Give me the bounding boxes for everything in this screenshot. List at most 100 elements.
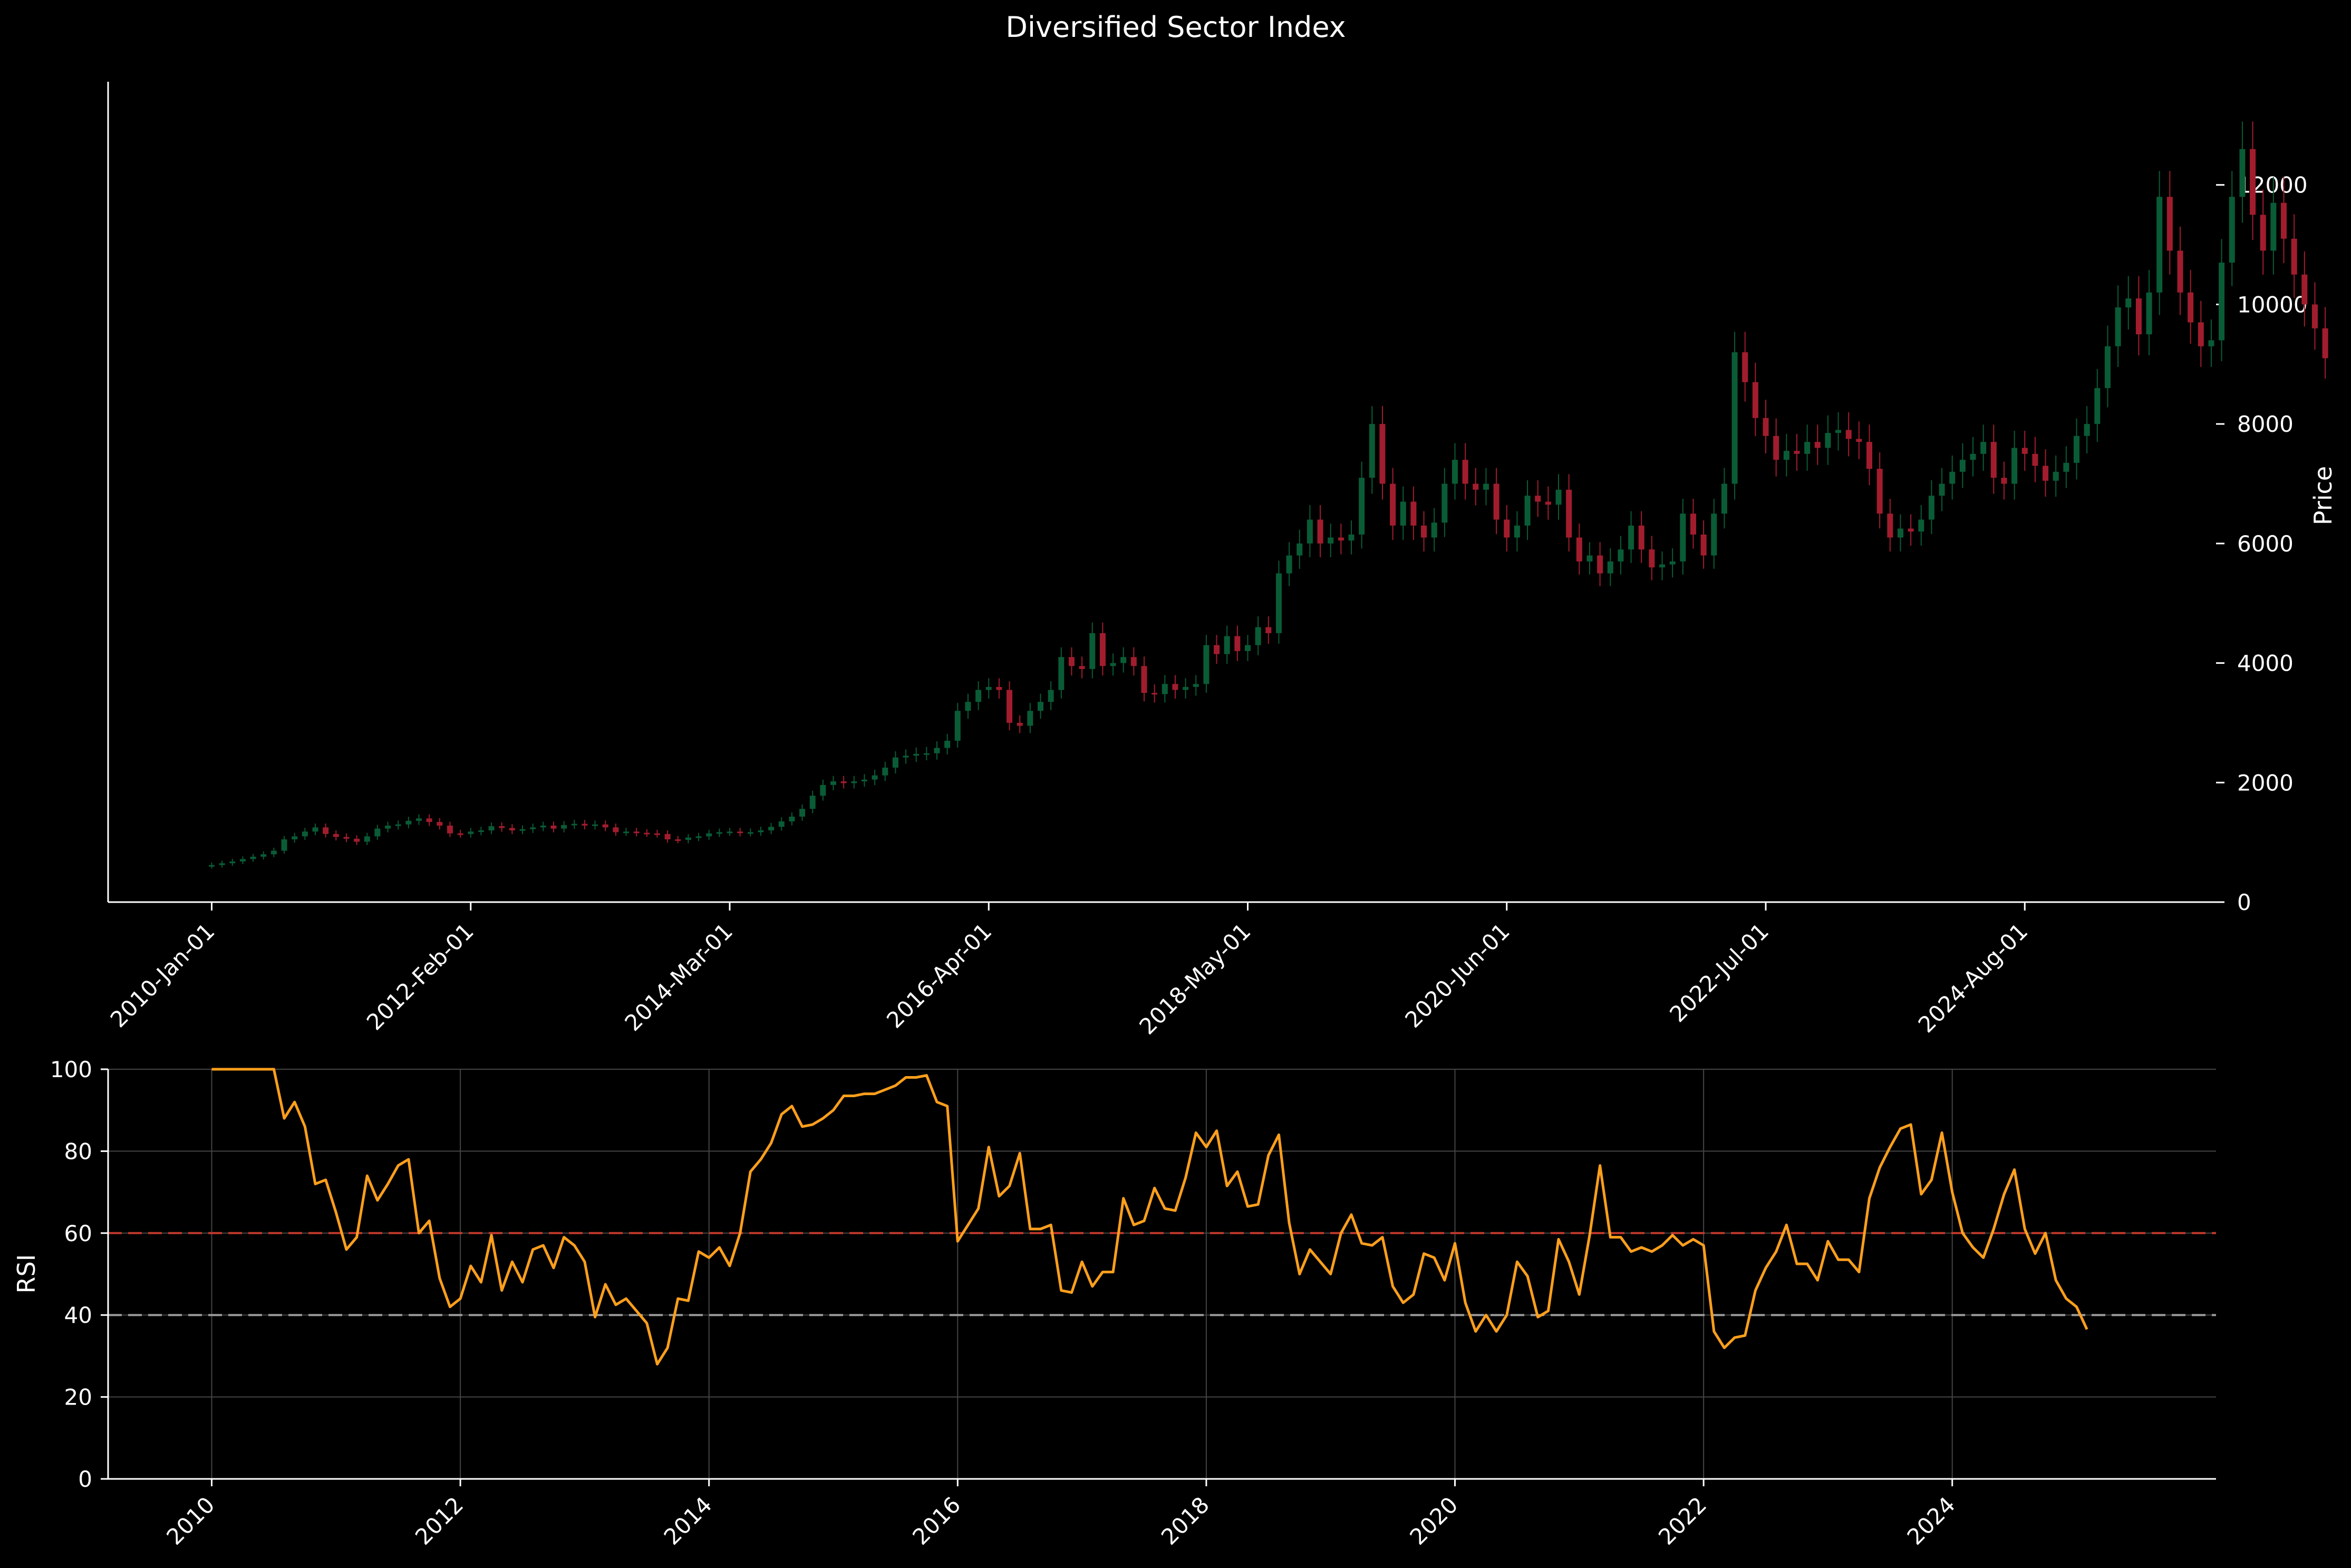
candle-body: [1597, 555, 1603, 574]
candle-body: [426, 818, 432, 822]
candle-body: [1659, 564, 1666, 568]
candle: [996, 678, 1002, 699]
candle: [1483, 468, 1489, 506]
candle: [1649, 536, 1655, 580]
candle: [778, 817, 785, 831]
candle-body: [1897, 528, 1903, 538]
candle: [2053, 455, 2059, 497]
candle: [1172, 675, 1178, 699]
candle-body: [695, 836, 702, 838]
candle-body: [2291, 238, 2297, 275]
candle-body: [1804, 442, 1811, 454]
candle-body: [1555, 489, 1562, 505]
candle: [354, 835, 360, 845]
candle: [1814, 424, 1821, 465]
candle-body: [923, 753, 930, 755]
candle: [2001, 461, 2007, 500]
candle-body: [1773, 435, 1779, 460]
candle-body: [2125, 298, 2132, 308]
candle: [1970, 437, 1976, 477]
candle-body: [405, 820, 412, 825]
candle: [706, 829, 712, 840]
candle-body: [2270, 202, 2277, 251]
candle-body: [1110, 663, 1116, 666]
candle: [861, 774, 867, 787]
rsi-series-line: [211, 1068, 2088, 1366]
candle-body: [1348, 534, 1355, 541]
candle: [727, 828, 733, 836]
candle-body: [1939, 483, 1945, 496]
candle: [1638, 511, 1644, 563]
candle-body: [861, 779, 867, 782]
candle: [2043, 449, 2049, 497]
candle: [954, 703, 961, 748]
candle: [903, 749, 909, 764]
candle-body: [561, 825, 567, 829]
candle-body: [1814, 442, 1821, 448]
chart-title: Diversified Sector Index: [1005, 11, 1346, 44]
candle-body: [1369, 424, 1375, 478]
price-y-tick-label: 0: [2237, 889, 2251, 915]
candle: [1752, 363, 1758, 437]
candle: [1369, 406, 1375, 494]
candle-body: [758, 830, 764, 833]
candle-body: [1027, 711, 1033, 726]
candle-body: [1452, 460, 1458, 484]
candle: [270, 847, 277, 857]
candle: [468, 828, 474, 838]
candle-body: [1711, 514, 1717, 556]
candle-body: [954, 711, 961, 741]
candle: [1193, 675, 1199, 696]
candle: [1897, 514, 1903, 551]
candle: [1524, 480, 1531, 540]
candle-body: [1607, 561, 1613, 574]
candle-body: [1410, 501, 1417, 526]
candle-body: [302, 831, 308, 837]
candle-body: [437, 822, 443, 826]
candle: [675, 836, 681, 844]
price-y-tick-label: 8000: [2237, 411, 2294, 437]
candle-body: [499, 826, 505, 828]
candle: [644, 829, 650, 837]
candle-body: [468, 831, 474, 834]
candle-body: [706, 833, 712, 837]
candle: [1245, 635, 1251, 661]
candle-body: [1400, 501, 1406, 526]
candle: [2219, 239, 2225, 361]
candle-body: [447, 825, 453, 834]
candle: [1804, 424, 1811, 471]
candle-body: [519, 829, 526, 831]
candle: [540, 821, 546, 831]
candle-body: [1504, 519, 1510, 538]
candle-body: [1017, 722, 1023, 726]
candle-body: [1918, 519, 1924, 532]
candle: [1586, 542, 1593, 575]
candle: [1742, 332, 1748, 402]
candle-body: [1203, 645, 1210, 684]
candle: [695, 833, 702, 841]
candle: [519, 825, 526, 834]
candle: [2021, 431, 2028, 471]
candle: [1317, 505, 1323, 557]
candle: [1607, 548, 1613, 586]
candle: [1099, 622, 1106, 676]
candle-body: [840, 781, 847, 783]
candle-body: [1338, 537, 1344, 541]
candle-body: [809, 796, 816, 809]
candle: [1452, 443, 1458, 500]
candle: [1152, 684, 1158, 703]
candle: [1618, 536, 1624, 575]
candle-body: [2146, 292, 2152, 335]
candle-body: [903, 756, 909, 758]
candle: [716, 828, 722, 837]
candle-body: [1307, 519, 1313, 544]
candle-body: [281, 839, 287, 851]
candle-body: [2188, 292, 2194, 323]
candle: [1680, 499, 1686, 575]
candle: [799, 804, 806, 821]
candle: [1700, 520, 1707, 569]
candle-body: [1908, 528, 1914, 532]
candle: [1338, 524, 1344, 555]
